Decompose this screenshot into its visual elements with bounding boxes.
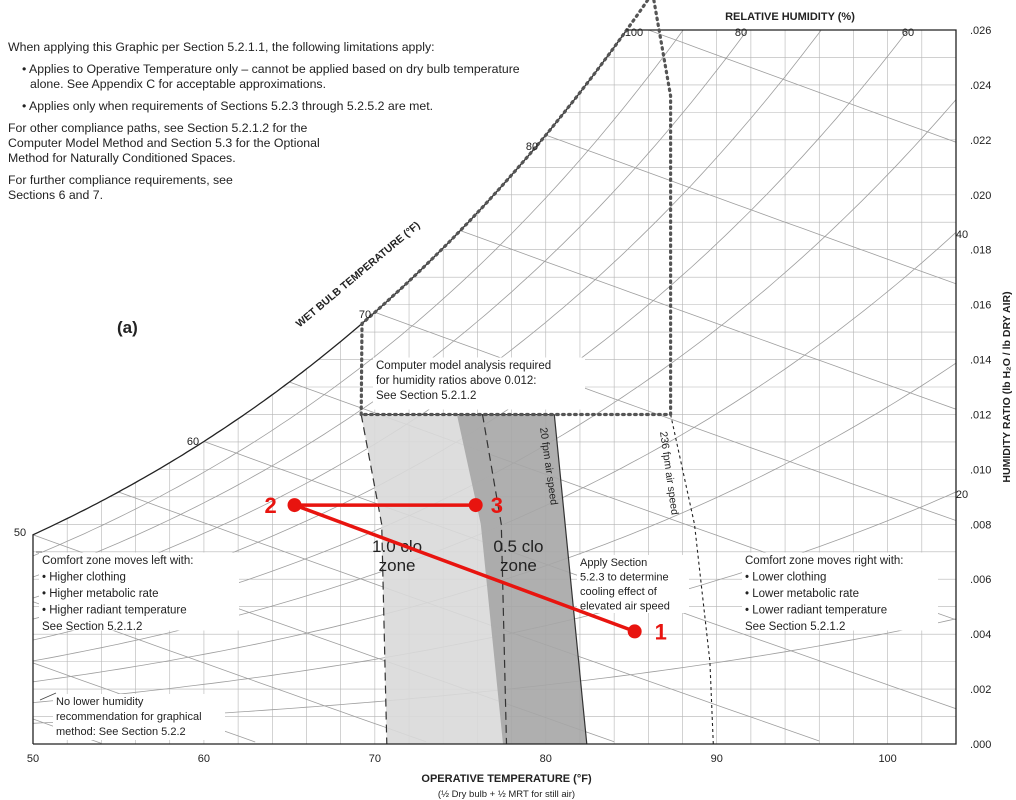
- zone-1-0-label: 1.0 clo zone: [372, 537, 422, 575]
- note-other-paths: For other compliance paths, see Section …: [8, 121, 320, 165]
- zone-1-0-right-edge: [481, 414, 508, 745]
- computer-model-annotation: Computer model analysis required for humi…: [376, 360, 551, 402]
- wet-bulb-value-label: 80: [526, 141, 538, 153]
- x-tick-label: 50: [27, 753, 39, 765]
- wet-bulb-value-label: 60: [187, 436, 199, 448]
- x-axis-label: OPERATIVE TEMPERATURE (°F): [421, 773, 592, 785]
- comfort-right-annotation-bg: [742, 552, 938, 631]
- y-tick-label: .002: [970, 684, 991, 696]
- y-tick-label: .018: [970, 245, 991, 257]
- comfort-right-annotation: Comfort zone moves right with: • Lower cl…: [745, 555, 904, 633]
- y-tick-label: .022: [970, 135, 991, 147]
- zone-0-5-right-edge: [553, 414, 588, 745]
- computer-model-dotted-boundary: [359, 0, 673, 417]
- rh-curve: [33, 30, 956, 599]
- y-tick-label: .014: [970, 355, 991, 367]
- wet-bulb-line: [33, 626, 102, 744]
- limitations-note: When applying this Graphic per Section 5…: [8, 40, 528, 210]
- no-lower-humidity-annotation-bg: [53, 694, 225, 740]
- computer-model-annotation-bg: [373, 357, 585, 410]
- wet-bulb-value-label: 50: [14, 527, 26, 539]
- no-lower-humidity-annotation: No lower humidity recommendation for grap…: [56, 696, 202, 738]
- y-tick-label: .020: [970, 190, 991, 202]
- y-tick-label: .010: [970, 464, 991, 476]
- note-bullet-requirements: • Applies only when requirements of Sect…: [22, 99, 434, 113]
- wet-bulb-line: [545, 134, 956, 315]
- process-point-label-1: 1: [655, 619, 667, 644]
- elevated-air-annotation: Apply Section 5.2.3 to determine cooling e…: [580, 557, 670, 613]
- process-lines: 1 2 3: [265, 493, 667, 644]
- note-bullet-operative: • Applies to Operative Temperature only …: [22, 62, 520, 91]
- note-further: For further compliance requirements, see…: [8, 173, 233, 202]
- y-axis-label: HUMIDITY RATIO (lb H₂O / lb DRY AIR): [1001, 291, 1013, 482]
- y-tick-label: .016: [970, 300, 991, 312]
- rh-label: 80: [735, 27, 747, 39]
- air-speed-236-label: 236 fpm air speed: [657, 431, 681, 516]
- x-tick-label: 70: [369, 753, 381, 765]
- y-tick-label: .024: [970, 80, 991, 92]
- comfort-left-annotation-bg: [39, 552, 239, 631]
- zone-0-5-label: 0.5 clo zone: [493, 537, 543, 575]
- y-tick-label: .006: [970, 574, 991, 586]
- zone-1-0-clo: [361, 414, 507, 744]
- note-intro: When applying this Graphic per Section 5…: [8, 40, 435, 54]
- wet-bulb-value-label: 70: [359, 309, 371, 321]
- x-tick-label: 80: [540, 753, 552, 765]
- process-point-1: [627, 624, 642, 639]
- wet-bulb-line: [374, 311, 956, 552]
- elevated-air-annotation-bg: [577, 555, 689, 613]
- rh-curve: [33, 30, 956, 557]
- rh-axis-label: RELATIVE HUMIDITY (%): [725, 11, 855, 23]
- rh-label: 60: [902, 27, 914, 39]
- air-speed-236-line: [670, 414, 714, 745]
- computer-model-boundary: [359, 0, 673, 417]
- y-tick-label: .004: [970, 629, 991, 641]
- zone-1-0-left-edge: [360, 414, 388, 745]
- y-tick-label: .000: [970, 739, 991, 751]
- y-tick-label: .008: [970, 519, 991, 531]
- rh-label: 20: [956, 489, 968, 501]
- process-segment-1-2: [292, 503, 637, 634]
- x-tick-label: 60: [198, 753, 210, 765]
- rh-label: 100: [625, 27, 643, 39]
- rh-curve: [33, 30, 956, 578]
- process-point-3: [468, 498, 483, 513]
- x-axis-sublabel: (½ Dry bulb + ½ MRT for still air): [438, 789, 575, 800]
- comfort-zones: [360, 413, 714, 745]
- process-point-label-3: 3: [491, 493, 503, 518]
- process-point-2: [287, 498, 302, 513]
- wet-bulb-line: [33, 570, 427, 743]
- comfort-left-annotation: Comfort zone moves left with: • Higher cl…: [42, 555, 193, 633]
- y-tick-label: .012: [970, 409, 991, 421]
- leader-line: [39, 692, 57, 701]
- process-point-label-2: 2: [265, 493, 277, 518]
- x-tick-label: 90: [711, 753, 723, 765]
- wet-bulb-line: [631, 30, 956, 174]
- wet-bulb-line: [460, 230, 956, 440]
- panel-label: (a): [117, 318, 138, 337]
- y-tick-label: .026: [970, 25, 991, 37]
- x-tick-label: 100: [878, 753, 896, 765]
- rh-label: 40: [956, 229, 968, 241]
- zone-0-5-clo: [456, 414, 587, 744]
